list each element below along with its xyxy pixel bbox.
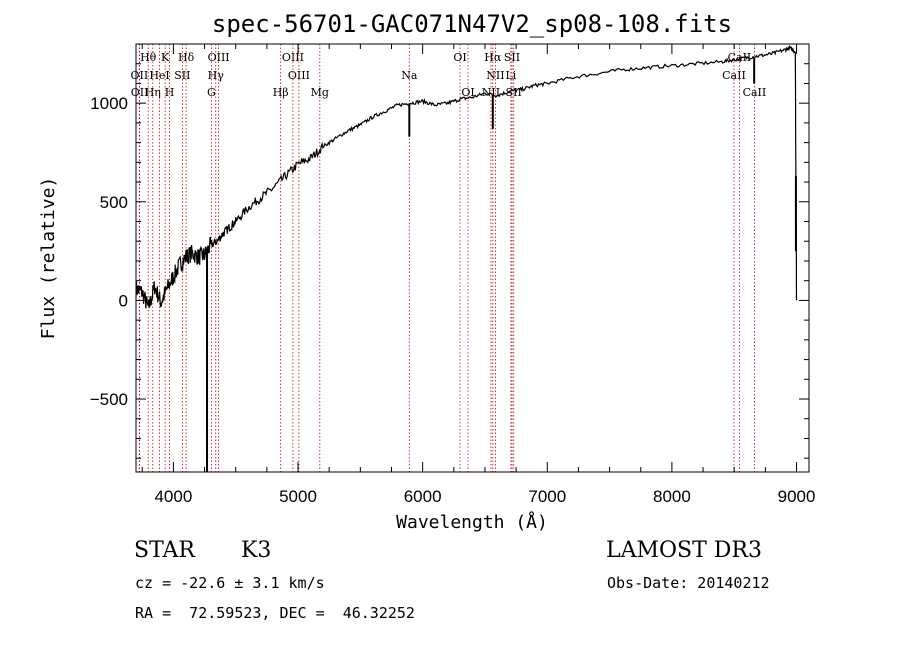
redshift-velocity: cz = -22.6 ± 3.1 km/s [135,574,325,592]
y-tick-label: −500 [90,390,128,409]
object-subclass: K3 [241,538,272,563]
spectral-line-label: SII [174,69,190,82]
y-tick-label: 500 [100,193,128,212]
y-axis-label: Flux (relative) [38,177,59,340]
spectral-line-label: OIII [288,69,310,82]
spectral-line-label: NII [486,69,504,82]
spectral-line-label: Hδ [178,51,195,64]
spectral-line-label: HeI [149,69,169,82]
spectral-line-label: CaII [743,86,767,99]
x-tick-label: 5000 [279,487,317,506]
spectral-line-label: OI [453,51,466,64]
flux-series-line [135,44,798,309]
x-axis-label: Wavelength (Å) [396,511,548,533]
spectral-line-label: Hη [145,86,161,99]
survey-name: LAMOST DR3 [606,538,762,563]
spectral-line-label: Li [505,69,516,82]
x-tick-label: 7000 [528,487,566,506]
y-axis-ticks: −500 0 500 1000 [90,43,809,459]
spectral-line-label: OII [131,86,149,99]
spectral-line-label: H [165,86,175,99]
spectral-line-label: Hα [484,51,502,64]
spectral-line-label: G [207,86,216,99]
y-tick-label: 0 [119,291,128,310]
spectral-line-label: SII [504,51,520,64]
absorption-spikes [206,56,797,472]
x-tick-label: 4000 [154,487,192,506]
x-axis-ticks: 4000 5000 6000 7000 8000 9000 [141,44,816,506]
spectral-line-label: OII [131,69,149,82]
spectral-line-markers [138,44,755,472]
spectral-line-label: Hγ [208,69,225,82]
spectral-line-label: Na [401,69,418,82]
spectral-line-label: OI [461,86,474,99]
x-tick-label: 6000 [404,487,442,506]
spectral-line-label: CaII [722,69,746,82]
x-tick-label: 8000 [653,487,691,506]
spectral-line-label: Mg [311,86,329,99]
object-type: STAR [134,538,195,563]
spectral-line-label: OIII [282,51,304,64]
spectral-line-label: Hθ [140,51,157,64]
sky-coordinates: RA = 72.59523, DEC = 46.32252 [135,604,415,622]
y-tick-label: 1000 [90,94,128,113]
spectral-line-label: OIII [208,51,230,64]
plot-frame [135,43,810,473]
chart-title: spec-56701-GAC071N47V2_sp08-108.fits [212,10,732,38]
spectral-line-label: Hβ [273,86,289,99]
spectral-line-label: K [161,51,170,64]
x-tick-label: 9000 [778,487,816,506]
observation-date: Obs-Date: 20140212 [607,574,770,592]
